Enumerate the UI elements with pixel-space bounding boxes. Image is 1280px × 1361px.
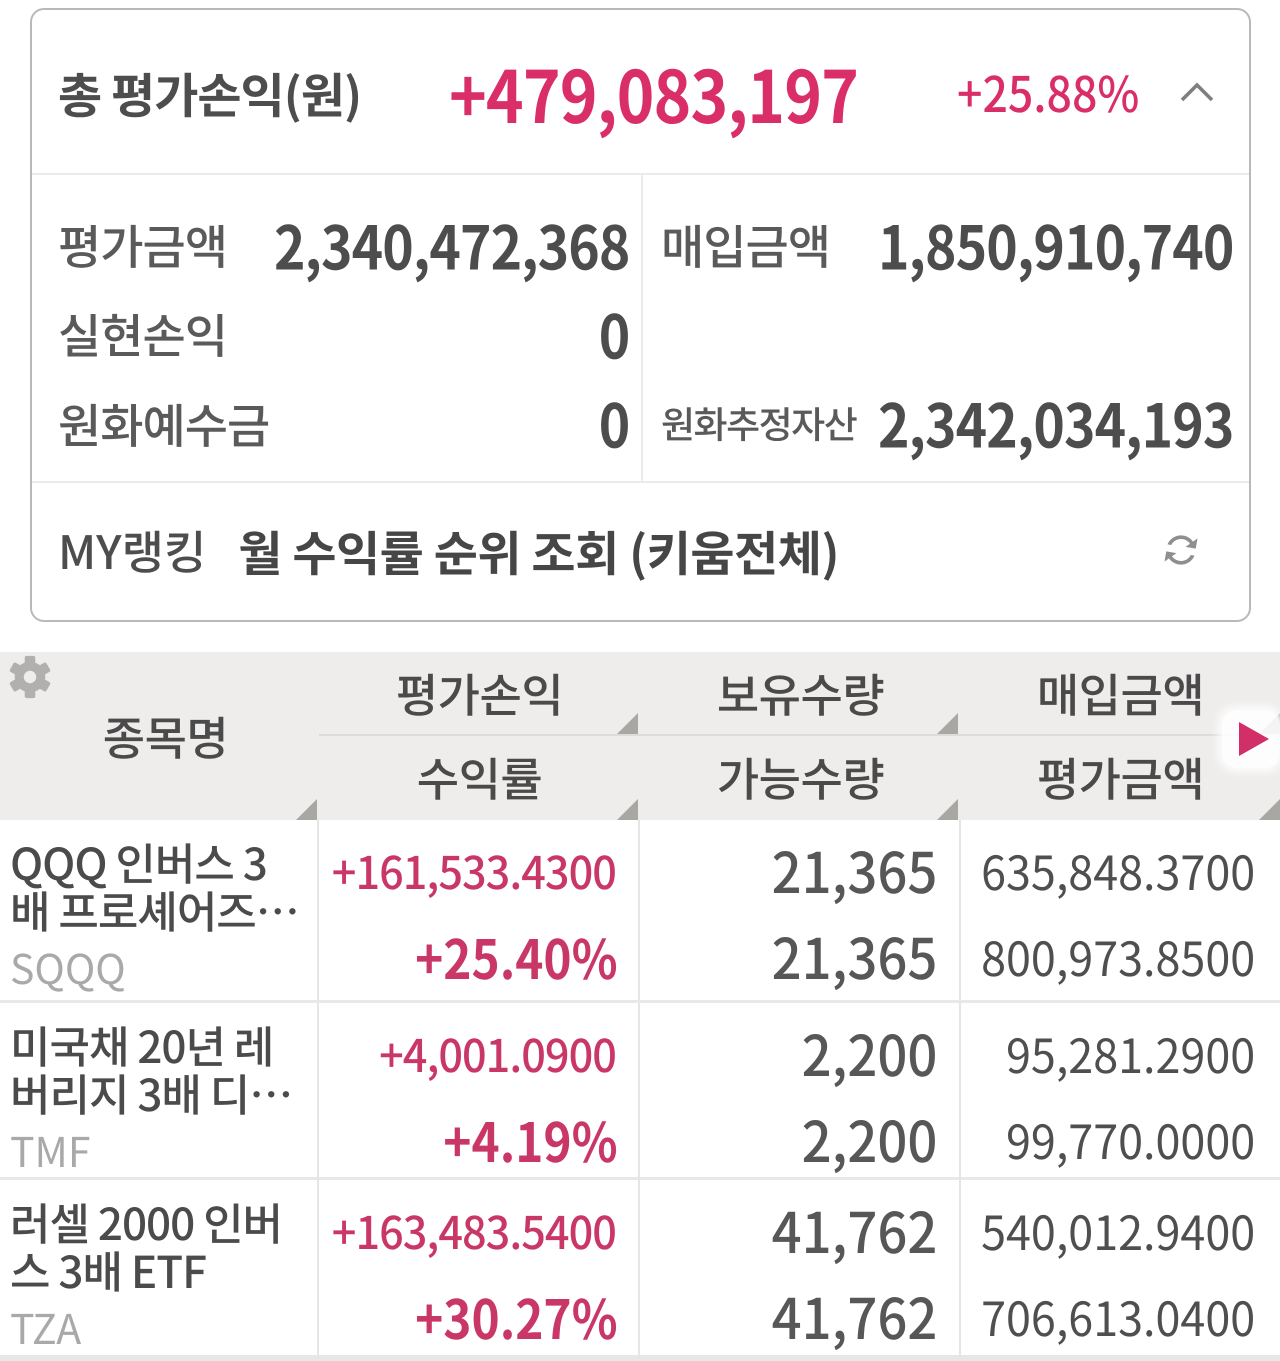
eval-amount-label: 평가금액 xyxy=(58,209,228,279)
sort-triangle-icon xyxy=(296,799,317,820)
buy-amount-value: 1,850,910,740 xyxy=(877,200,1233,288)
holdings-table: 종목명 평가손익 수익률 보유수량 가능수량 매입금액 평가금액 xyxy=(0,652,1280,1361)
header-buy[interactable]: 매입금액 xyxy=(1036,660,1205,726)
sort-triangle-icon xyxy=(617,713,638,734)
krw-deposit-value: 0 xyxy=(598,378,630,466)
my-ranking-label: MY랭킹 xyxy=(58,516,207,583)
qty-avail: 21,365 xyxy=(771,914,938,996)
buy-amount: 635,848.3700 xyxy=(981,834,1256,904)
buy-amount-row: 매입금액 1,850,910,740 xyxy=(661,199,1234,288)
holdings-header: 종목명 평가손익 수익률 보유수량 가능수량 매입금액 평가금액 xyxy=(0,652,1280,820)
my-ranking-row[interactable]: MY랭킹 월 수익률 순위 조회 (키움전체) xyxy=(32,483,1249,616)
sort-triangle-icon xyxy=(1259,799,1280,820)
realized-pl-label: 실현손익 xyxy=(58,298,228,368)
sort-triangle-icon xyxy=(937,799,958,820)
pl-value: +163,483.5400 xyxy=(331,1196,617,1262)
pl-value: +161,533.4300 xyxy=(331,836,617,902)
krw-est-asset-label: 원화추정자산 xyxy=(661,395,858,450)
realized-pl-value: 0 xyxy=(598,289,630,377)
stock-name: 러셀 2000 인버스 3배 ETF xyxy=(10,1189,283,1301)
summary-header[interactable]: 총 평가손익(원) +479,083,197 +25.88% xyxy=(32,10,1249,175)
qty-held: 2,200 xyxy=(801,1011,938,1093)
header-eval[interactable]: 평가금액 xyxy=(961,734,1280,818)
ror-value: +4.19% xyxy=(443,1098,618,1178)
play-right-icon xyxy=(1239,722,1269,756)
summary-title: 총 평가손익(원) xyxy=(58,56,362,127)
header-name[interactable]: 종목명 xyxy=(102,703,229,769)
buy-amount: 540,012.9400 xyxy=(981,1194,1256,1264)
ranking-query-label: 월 수익률 순위 조회 (키움전체) xyxy=(238,514,840,585)
header-pl[interactable]: 평가손익 xyxy=(395,660,564,726)
qty-held: 21,365 xyxy=(771,828,938,910)
eval-amount: 706,613.0400 xyxy=(981,1280,1256,1350)
buy-amount-label: 매입금액 xyxy=(661,209,831,279)
header-qty-avail[interactable]: 가능수량 xyxy=(640,734,961,818)
empty-row xyxy=(661,288,1233,377)
total-return-value: +25.88% xyxy=(956,56,1139,127)
holding-row-sqqq[interactable]: QQQ 인버스 3배 프로셰어즈⋯ SQQQ +161,533.4300 +25… xyxy=(0,820,1280,1003)
realized-pl-row: 실현손익 0 xyxy=(58,288,630,377)
eval-amount-value: 2,340,472,368 xyxy=(273,200,629,288)
sort-triangle-icon xyxy=(937,713,958,734)
summary-card: 총 평가손익(원) +479,083,197 +25.88% 평가금액 2,34… xyxy=(30,8,1251,622)
krw-deposit-label: 원화예수금 xyxy=(58,387,270,457)
eval-amount: 800,973.8500 xyxy=(981,920,1256,990)
qty-held: 41,762 xyxy=(771,1188,938,1270)
holding-row-tza[interactable]: 러셀 2000 인버스 3배 ETF TZA +163,483.5400 +30… xyxy=(0,1180,1280,1361)
refresh-icon[interactable] xyxy=(1159,528,1203,572)
ror-value: +25.40% xyxy=(415,915,618,995)
qty-avail: 2,200 xyxy=(801,1097,938,1179)
ror-value: +30.27% xyxy=(415,1275,618,1355)
chevron-up-icon[interactable] xyxy=(1179,81,1215,103)
header-qty[interactable]: 보유수량 xyxy=(716,660,885,726)
qty-avail: 41,762 xyxy=(771,1274,938,1356)
more-columns-button[interactable] xyxy=(1222,710,1280,768)
krw-deposit-row: 원화예수금 0 xyxy=(58,378,630,467)
total-profit-value: +479,083,197 xyxy=(449,39,859,144)
stock-name: 미국채 20년 레버리지 3배 디⋯ xyxy=(10,1012,293,1124)
krw-est-asset-value: 2,342,034,193 xyxy=(877,378,1233,466)
gear-icon[interactable] xyxy=(7,654,53,700)
sort-triangle-icon xyxy=(617,799,638,820)
eval-amount-row: 평가금액 2,340,472,368 xyxy=(58,199,630,288)
header-ror[interactable]: 수익률 xyxy=(319,734,640,818)
krw-est-asset-row: 원화추정자산 2,342,034,193 xyxy=(661,378,1234,467)
pl-value: +4,001.0900 xyxy=(379,1019,617,1085)
eval-amount: 99,770.0000 xyxy=(1006,1103,1256,1173)
stock-name: QQQ 인버스 3배 프로셰어즈⋯ xyxy=(10,829,300,941)
summary-stats: 평가금액 2,340,472,368 실현손익 0 원화예수금 0 매입금액 1… xyxy=(32,175,1249,483)
holding-row-tmf[interactable]: 미국채 20년 레버리지 3배 디⋯ TMF +4,001.0900 +4.19… xyxy=(0,1003,1280,1181)
buy-amount: 95,281.2900 xyxy=(1006,1017,1256,1087)
stock-ticker: SQQQ xyxy=(10,936,126,996)
stock-ticker: TMF xyxy=(10,1119,91,1179)
stock-ticker: TZA xyxy=(10,1296,82,1356)
